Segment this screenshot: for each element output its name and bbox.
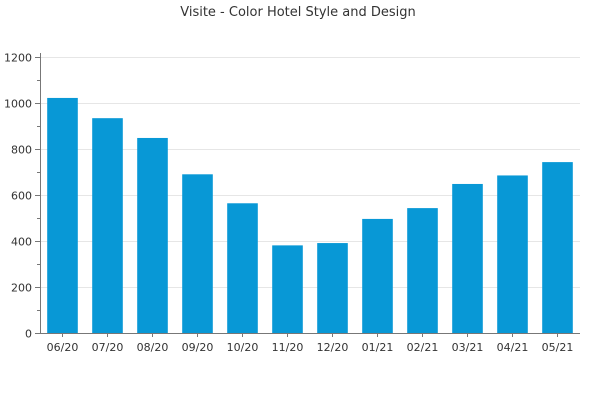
x-tick-label: 12/20 (317, 341, 349, 354)
bar-05-21 (542, 162, 573, 333)
y-tick-label: 200 (11, 282, 32, 295)
axes (35, 53, 580, 337)
bars (47, 97, 573, 334)
bar-12-20 (317, 243, 348, 333)
x-tick-label: 08/20 (137, 341, 169, 354)
x-tick-label: 06/20 (47, 341, 79, 354)
x-tick-label: 09/20 (182, 341, 214, 354)
bar-03-21 (452, 183, 483, 333)
y-tick-label: 800 (11, 144, 32, 157)
bar-08-20 (137, 137, 168, 333)
bar-11-20 (272, 245, 303, 333)
y-tick-label: 400 (11, 236, 32, 249)
x-tick-label: 05/21 (542, 341, 574, 354)
bar-07-20 (92, 118, 123, 334)
bar-02-21 (407, 208, 438, 333)
bar-01-21 (362, 218, 393, 333)
bar-06-20 (47, 97, 78, 333)
bar-09-20 (182, 174, 213, 333)
y-tick-label: 600 (11, 190, 32, 203)
x-tick-labels: 06/20 07/20 08/20 09/20 10/20 11/20 12/20 01/21… (47, 341, 574, 354)
x-tick-label: 11/20 (272, 341, 304, 354)
x-tick-label: 03/21 (452, 341, 484, 354)
y-tick-labels: 0 200 400 600 800 1000 1200 (4, 52, 32, 341)
x-tick-label: 10/20 (227, 341, 259, 354)
chart-title: Visite - Color Hotel Style and Design (180, 5, 416, 20)
bar-04-21 (497, 175, 528, 333)
y-tick-label: 1200 (4, 52, 32, 65)
x-tick-label: 02/21 (407, 341, 439, 354)
grid-lines (40, 57, 580, 288)
x-tick-label: 01/21 (362, 341, 394, 354)
x-tick-label: 04/21 (497, 341, 529, 354)
x-tick-label: 07/20 (92, 341, 124, 354)
y-tick-label: 1000 (4, 98, 32, 111)
bar-10-20 (227, 203, 258, 333)
y-tick-label: 0 (25, 328, 32, 341)
